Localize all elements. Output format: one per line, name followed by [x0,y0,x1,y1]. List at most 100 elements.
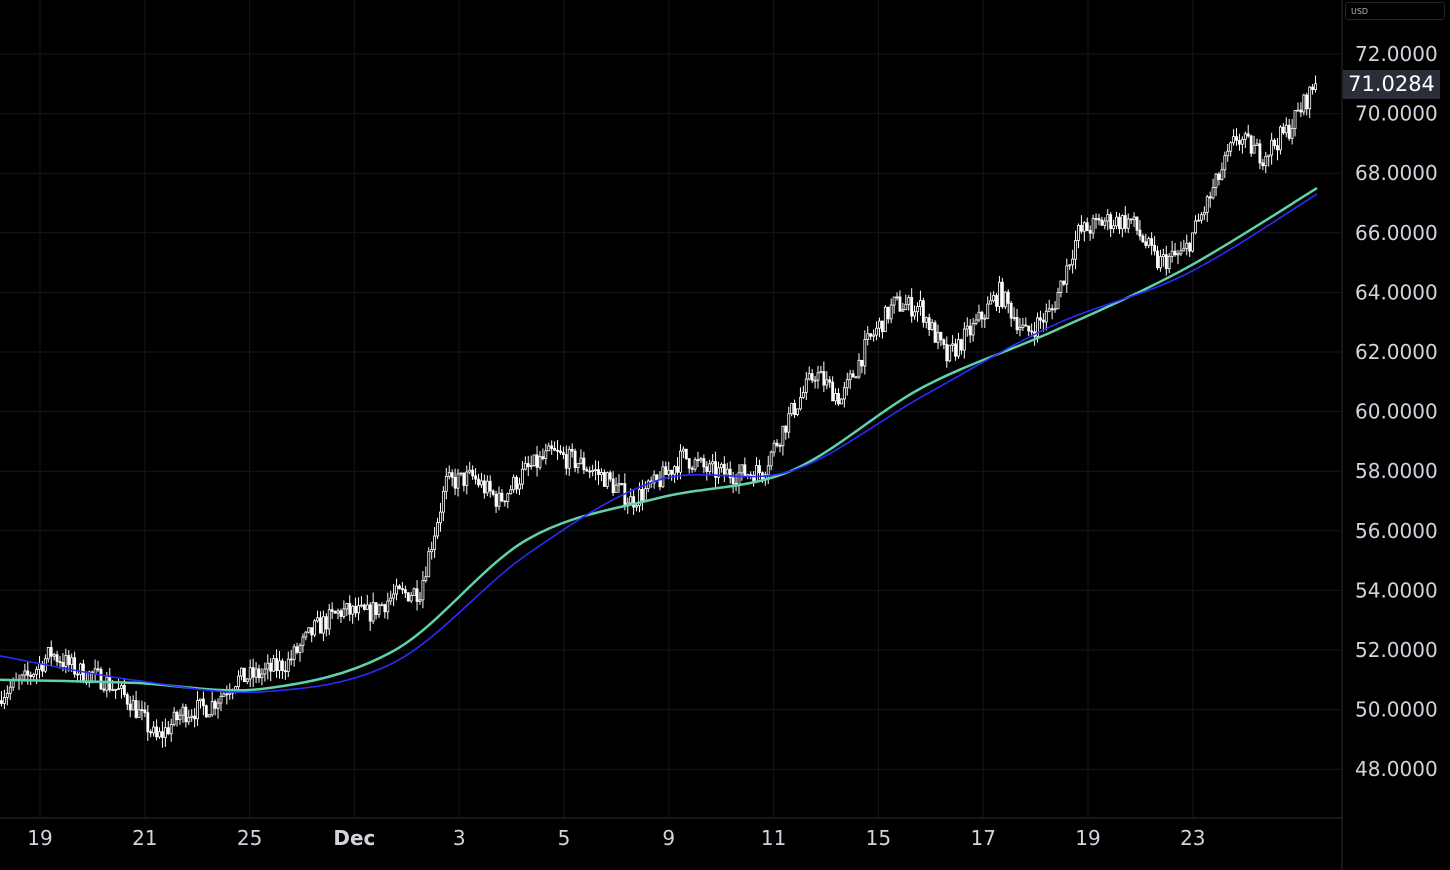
candle-body [1027,325,1031,332]
candle-body [854,376,858,379]
candle-body [965,325,969,330]
candle-body [310,627,314,636]
candle-body [910,297,914,317]
x-tick-label: 19 [1075,826,1100,850]
candle-body [998,281,1001,307]
candle-body [497,492,501,507]
candle-body [257,668,261,679]
candle-body [977,311,981,321]
candle-body [1132,216,1136,220]
candle-body [1179,250,1183,255]
candle-body [702,458,706,468]
candle-body [1097,218,1101,221]
candle-body [737,472,741,485]
candle-body [518,483,521,490]
candle-body [576,463,580,468]
y-tick-label: 68.0000 [1355,161,1438,185]
candle-body [1153,244,1156,252]
candle-body [758,465,761,474]
candle-body [848,373,852,381]
candle-body [178,714,182,721]
candle-body [842,387,846,400]
candle-body [711,461,715,465]
candle-body [617,483,621,486]
candle-body [1267,154,1271,157]
candle-body [924,317,928,323]
candle-body [1214,173,1218,188]
candle-body [933,322,937,343]
candle-body [1071,258,1075,266]
price-axis[interactable]: 48.0000 50.0000 52.0000 54.0000 56.0000 58.00… [1355,42,1438,781]
currency-label[interactable]: USD [1345,2,1445,20]
candle-body [365,604,369,610]
candle-body [339,610,343,617]
candle-body [52,654,56,657]
candle-body [450,472,454,478]
candle-body [166,727,170,735]
candle-body [1281,126,1285,134]
candle-body [880,320,884,333]
candle-body [755,465,758,483]
candle-body [207,714,211,718]
candle-body [368,604,372,622]
candle-body [699,458,703,461]
candle-body [1082,222,1086,232]
candle-body [690,467,694,470]
candle-body [790,403,794,415]
candle-body [1240,139,1244,145]
candle-body [1296,109,1300,112]
candle-body [515,476,518,490]
candle-body [828,379,832,383]
x-tick-label: 21 [132,826,157,850]
candle-body [766,465,770,476]
candle-body [769,451,773,467]
candle-body [687,458,691,469]
candle-body [1243,133,1247,140]
candle-body [878,320,881,329]
candle-body [23,670,27,676]
candle-body [439,511,442,524]
candle-body [643,488,647,501]
candle-body [260,673,264,679]
candle-body [46,647,50,660]
candle-body [286,658,290,672]
candle-body [658,479,662,488]
candle-body [465,471,469,486]
candle-body [670,469,674,475]
candle-body [995,295,998,307]
candle-body [895,296,899,299]
candle-body [520,468,524,485]
candle-body [1091,218,1095,234]
candle-body [1079,225,1083,232]
candle-body [793,403,797,416]
candle-body [321,616,325,634]
candle-body [304,631,308,638]
candle-body [954,343,957,357]
candle-body [962,328,966,351]
x-tick-label: 23 [1180,826,1205,850]
candle-body [614,484,618,493]
candle-body [49,647,53,657]
candle-body [433,535,437,550]
y-tick-label: 66.0000 [1355,221,1438,245]
candle-body [863,339,867,367]
candle-body [272,658,276,672]
candle-body [1065,265,1069,285]
candle-body [1182,247,1186,252]
candle-body [810,373,814,381]
y-tick-label: 56.0000 [1355,519,1438,543]
candle-body [839,398,843,405]
candle-body [482,480,486,494]
candle-body [822,371,826,386]
candle-body [1249,135,1253,154]
candle-body [804,378,808,393]
candle-body [1074,240,1077,260]
candle-body [386,600,390,613]
x-tick-label: 3 [453,826,466,850]
candle-body [1009,302,1013,319]
candle-body [1276,145,1279,151]
candle-body [869,333,873,337]
time-axis[interactable]: 19 21 25 Dec 3 5 9 11 15 17 19 23 [27,826,1205,850]
candle-body [494,493,498,507]
